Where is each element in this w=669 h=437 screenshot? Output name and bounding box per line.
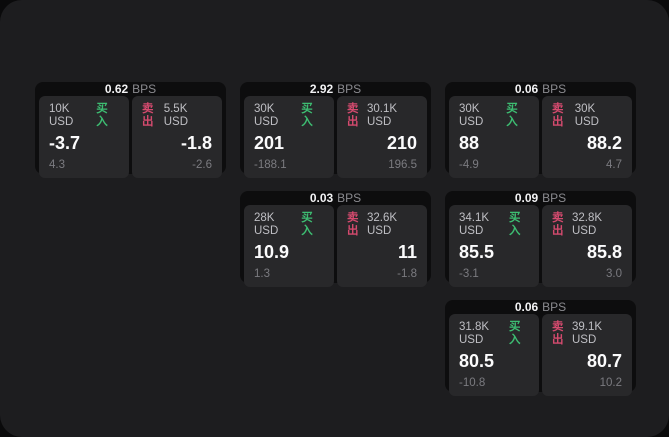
sell-price: -1.8 (180, 133, 212, 153)
quote-card: 2.92 BPS 30K USD 买入 201 -188.1 卖出 30.1K … (240, 82, 431, 178)
sell-price: 210 (386, 133, 417, 153)
buy-label: 买入 (506, 103, 518, 128)
buy-price: 80.5 (459, 351, 495, 371)
buy-change: -3.1 (459, 268, 479, 280)
sell-change: -1.8 (397, 268, 417, 280)
buy-size-label: 28K USD (254, 212, 279, 237)
sell-change: 3.0 (606, 268, 622, 280)
sell-size-label: 30.1K USD (367, 103, 398, 128)
sell-change: 4.7 (606, 159, 622, 171)
spread-header: 0.03 BPS (240, 191, 431, 205)
spread-value: 2.92 (309, 82, 334, 96)
quote-card: 0.06 BPS 31.8K USD 买入 80.5 -10.8 卖出 39.1… (445, 300, 636, 396)
sell-price: 80.7 (586, 351, 622, 371)
quote-panels: 30K USD 买入 201 -188.1 卖出 30.1K USD 210 1… (240, 96, 431, 182)
buy-label: 买入 (509, 321, 521, 346)
spread-header: 0.62 BPS (35, 82, 226, 96)
quote-panels: 34.1K USD 买入 85.5 -3.1 卖出 32.8K USD 85.8… (445, 205, 636, 291)
buy-size-label: 34.1K USD (459, 212, 490, 237)
spread-header: 2.92 BPS (240, 82, 431, 96)
spread-value: 0.62 (104, 82, 129, 96)
sell-size-label: 39.1K USD (572, 321, 603, 346)
sell-size-label: 5.5K USD (163, 103, 188, 128)
buy-panel[interactable]: 30K USD 买入 201 -188.1 (244, 96, 334, 178)
sell-panel[interactable]: 卖出 30K USD 88.2 4.7 (542, 96, 632, 178)
sell-label: 卖出 (552, 103, 564, 128)
buy-change: 1.3 (254, 268, 270, 280)
buy-price: 201 (254, 133, 285, 153)
sell-size-label: 30K USD (574, 103, 599, 128)
buy-change: -10.8 (459, 377, 486, 389)
quote-card: 0.06 BPS 30K USD 买入 88 -4.9 卖出 30K USD 8… (445, 82, 636, 178)
spread-header: 0.06 BPS (445, 82, 636, 96)
buy-panel[interactable]: 30K USD 买入 88 -4.9 (449, 96, 539, 178)
sell-label: 卖出 (347, 212, 359, 237)
sell-panel[interactable]: 卖出 30.1K USD 210 196.5 (337, 96, 427, 178)
buy-size-label: 30K USD (254, 103, 279, 128)
buy-label: 买入 (301, 103, 313, 128)
sell-label: 卖出 (552, 212, 564, 237)
sell-price: 85.8 (586, 242, 622, 262)
sell-change: -2.6 (192, 159, 212, 171)
buy-price: 10.9 (254, 242, 290, 262)
sell-size-label: 32.6K USD (367, 212, 398, 237)
spread-unit-label: BPS (542, 300, 567, 314)
spread-unit-label: BPS (542, 191, 567, 205)
sell-price: 11 (397, 242, 417, 262)
buy-price: 88 (459, 133, 480, 153)
buy-size-label: 10K USD (49, 103, 74, 128)
buy-panel[interactable]: 10K USD 买入 -3.7 4.3 (39, 96, 129, 178)
sell-label: 卖出 (347, 103, 359, 128)
spread-value: 0.06 (514, 82, 539, 96)
sell-change: 196.5 (388, 159, 417, 171)
spread-value: 0.09 (514, 191, 539, 205)
quote-card: 0.62 BPS 10K USD 买入 -3.7 4.3 卖出 5.5K USD… (35, 82, 226, 178)
sell-panel[interactable]: 卖出 32.8K USD 85.8 3.0 (542, 205, 632, 287)
sell-label: 卖出 (552, 321, 564, 346)
spread-header: 0.06 BPS (445, 300, 636, 314)
quote-panels: 10K USD 买入 -3.7 4.3 卖出 5.5K USD -1.8 -2.… (35, 96, 226, 182)
buy-size-label: 30K USD (459, 103, 484, 128)
buy-panel[interactable]: 34.1K USD 买入 85.5 -3.1 (449, 205, 539, 287)
buy-size-label: 31.8K USD (459, 321, 490, 346)
buy-panel[interactable]: 31.8K USD 买入 80.5 -10.8 (449, 314, 539, 396)
sell-price: 88.2 (586, 133, 622, 153)
spread-unit-label: BPS (132, 82, 157, 96)
buy-label: 买入 (96, 103, 108, 128)
quote-card: 0.03 BPS 28K USD 买入 10.9 1.3 卖出 32.6K US… (240, 191, 431, 287)
buy-change: -188.1 (254, 159, 287, 171)
buy-price: -3.7 (49, 133, 81, 153)
sell-panel[interactable]: 卖出 5.5K USD -1.8 -2.6 (132, 96, 222, 178)
buy-change: 4.3 (49, 159, 65, 171)
sell-label: 卖出 (142, 103, 154, 128)
buy-label: 买入 (301, 212, 313, 237)
quote-panels: 28K USD 买入 10.9 1.3 卖出 32.6K USD 11 -1.8 (240, 205, 431, 291)
sell-change: 10.2 (599, 377, 622, 389)
quote-card: 0.09 BPS 34.1K USD 买入 85.5 -3.1 卖出 32.8K… (445, 191, 636, 287)
quote-panels: 31.8K USD 买入 80.5 -10.8 卖出 39.1K USD 80.… (445, 314, 636, 400)
spread-value: 0.06 (514, 300, 539, 314)
spread-unit-label: BPS (542, 82, 567, 96)
spread-value: 0.03 (309, 191, 334, 205)
buy-change: -4.9 (459, 159, 479, 171)
quote-cards-grid: 0.62 BPS 10K USD 买入 -3.7 4.3 卖出 5.5K USD… (35, 82, 636, 396)
spread-unit-label: BPS (337, 191, 362, 205)
spread-unit-label: BPS (337, 82, 362, 96)
buy-panel[interactable]: 28K USD 买入 10.9 1.3 (244, 205, 334, 287)
quote-panels: 30K USD 买入 88 -4.9 卖出 30K USD 88.2 4.7 (445, 96, 636, 182)
sell-panel[interactable]: 卖出 39.1K USD 80.7 10.2 (542, 314, 632, 396)
spread-header: 0.09 BPS (445, 191, 636, 205)
buy-price: 85.5 (459, 242, 495, 262)
sell-size-label: 32.8K USD (572, 212, 603, 237)
buy-label: 买入 (509, 212, 521, 237)
sell-panel[interactable]: 卖出 32.6K USD 11 -1.8 (337, 205, 427, 287)
